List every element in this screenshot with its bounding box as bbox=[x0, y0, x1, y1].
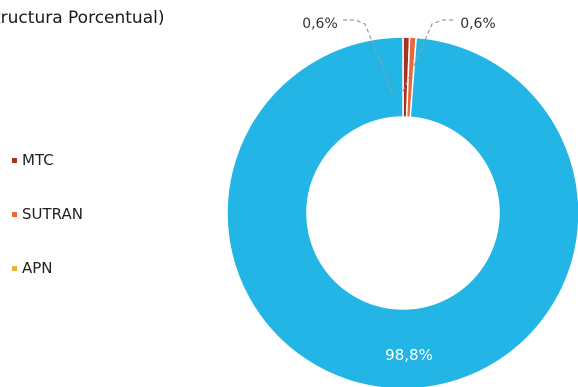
data-label-mtc: 0,6% bbox=[302, 16, 338, 32]
legend-swatch-mtc bbox=[12, 157, 17, 163]
data-label-sutran: 0,6% bbox=[460, 16, 496, 32]
data-label-other: 98,8% bbox=[385, 346, 433, 364]
legend-label-mtc: MTC bbox=[22, 151, 54, 169]
slice-other bbox=[226, 36, 578, 387]
chart-title: tructura Porcentual) bbox=[0, 8, 165, 28]
data-labels: 0,6% 0,6% 98,8% bbox=[302, 16, 496, 364]
legend: MTC SUTRAN APN bbox=[12, 150, 83, 312]
legend-swatch-apn bbox=[12, 265, 17, 271]
donut-slices bbox=[226, 36, 578, 387]
leader-lines bbox=[343, 19, 453, 97]
legend-label-sutran: SUTRAN bbox=[22, 205, 83, 223]
leader-line-sutran bbox=[400, 19, 453, 97]
legend-item-sutran: SUTRAN bbox=[12, 204, 83, 224]
legend-label-apn: APN bbox=[22, 259, 53, 277]
legend-item-apn: APN bbox=[12, 258, 83, 278]
legend-swatch-sutran bbox=[12, 211, 17, 217]
leader-line-mtc bbox=[343, 19, 395, 97]
legend-item-mtc: MTC bbox=[12, 150, 83, 170]
